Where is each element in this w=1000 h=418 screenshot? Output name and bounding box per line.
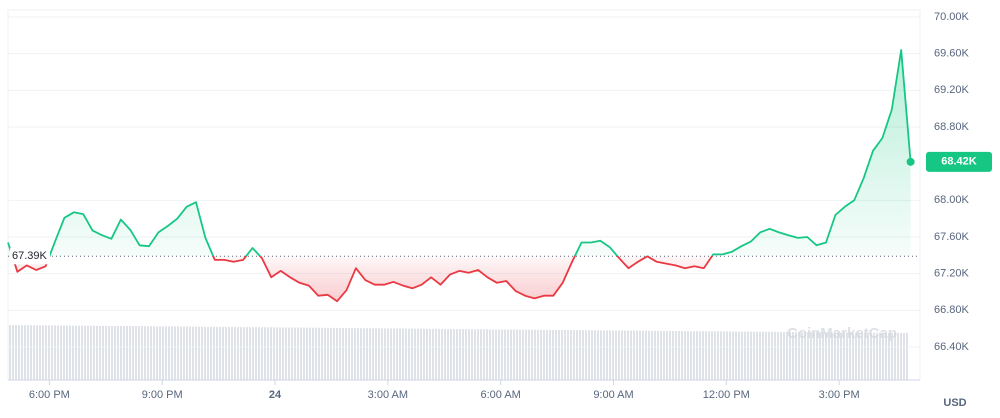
x-tick-label: 6:00 AM: [480, 389, 520, 401]
x-tick-label: 12:00 PM: [703, 389, 750, 401]
price-tag: [926, 151, 992, 172]
price-line: [7, 49, 912, 303]
x-tick-label: 6:00 PM: [29, 389, 70, 401]
y-tick-label: 67.20K: [934, 268, 970, 280]
x-tick-label: 24: [269, 389, 282, 401]
x-tick-label: 3:00 PM: [819, 389, 860, 401]
y-tick-label: 70.00K: [934, 11, 970, 23]
currency-label: USD: [943, 397, 966, 409]
last-price-dot: [906, 157, 915, 166]
y-tick-label: 67.60K: [934, 231, 970, 243]
x-tick-label: 3:00 AM: [368, 389, 408, 401]
x-tick-label: 9:00 AM: [593, 389, 633, 401]
baseline-label-bg: [10, 248, 50, 265]
y-tick-label: 68.80K: [934, 121, 970, 133]
plot-frame: [7, 9, 921, 381]
watermark: CoinMarketCap: [787, 325, 897, 342]
price-tag-label: 68.42K: [941, 156, 977, 168]
y-tick-label: 68.00K: [934, 194, 970, 206]
baseline-label: 67.39K: [12, 250, 48, 262]
x-tick-label: 9:00 PM: [142, 389, 183, 401]
volume-band: [8, 325, 908, 380]
y-tick-label: 69.20K: [934, 84, 970, 96]
area: [8, 50, 911, 302]
y-tick-label: 66.80K: [934, 304, 970, 316]
y-tick-label: 69.60K: [934, 48, 970, 60]
y-tick-label: 66.40K: [934, 341, 970, 353]
